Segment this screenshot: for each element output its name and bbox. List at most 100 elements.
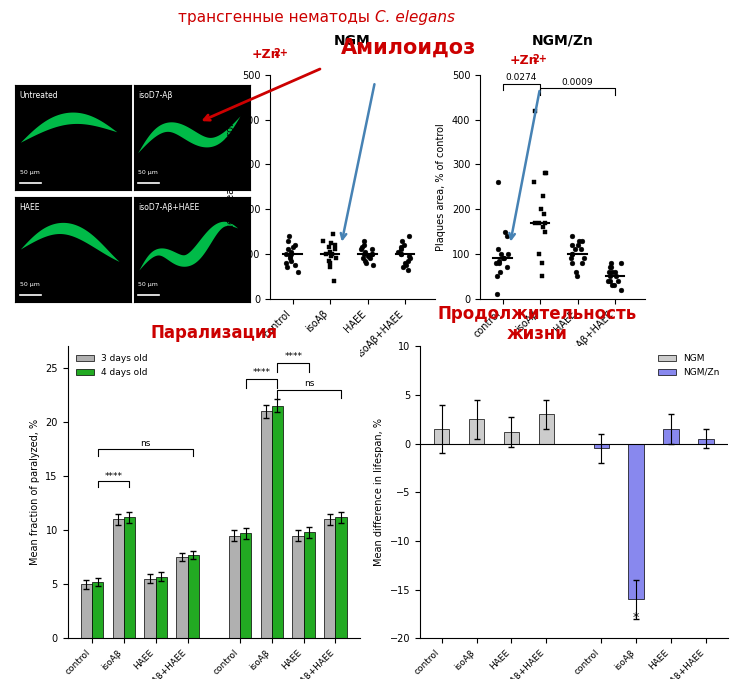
Text: HAEE: HAEE [20,203,40,213]
Point [572,235,584,246]
Point [602,276,614,287]
Point [358,249,370,259]
Text: ns: ns [140,439,151,448]
Text: 2+: 2+ [274,48,289,58]
Point [368,259,380,270]
Point [535,204,547,215]
Point [362,251,374,261]
Bar [469,420,484,443]
Point [281,262,293,273]
Text: 50 μm: 50 μm [20,282,40,287]
Point [366,249,378,259]
Point [538,226,550,237]
Text: 50 μm: 50 μm [138,282,158,287]
Point [537,190,549,201]
Point [537,221,549,232]
Y-axis label: Plaques area, % of control: Plaques area, % of control [436,123,446,251]
Point [497,253,509,264]
Bar [593,443,609,449]
Point [327,228,339,239]
Legend: 3 days old, 4 days old: 3 days old, 4 days old [72,351,152,380]
Text: NGM: NGM [334,34,370,48]
Point [404,231,416,242]
Bar [538,414,554,443]
Point [280,249,292,259]
Point [578,253,590,264]
Bar [628,443,644,600]
Text: *: * [633,611,639,624]
Point [282,235,294,246]
Bar [124,517,135,638]
Bar [176,557,188,638]
Point [533,217,545,228]
Text: isoD7-Aβ: isoD7-Aβ [138,91,172,100]
Text: трансгенные нематоды: трансгенные нематоды [178,10,375,25]
Text: 50 μm: 50 μm [138,170,158,175]
Point [501,231,513,242]
Point [533,249,545,259]
Point [566,253,578,264]
Point [286,249,298,259]
Point [576,257,588,268]
Point [356,242,368,253]
Point [493,255,505,266]
Text: ****: **** [284,352,302,361]
Point [566,249,578,259]
Point [325,237,337,248]
Text: +Zn: +Zn [251,48,280,60]
Point [284,253,296,264]
Point [538,217,550,228]
Point [283,231,295,242]
Bar [504,432,519,443]
Text: ****: **** [104,472,122,481]
Point [284,251,296,261]
Point [290,240,302,251]
Point [358,240,370,251]
Point [539,168,551,179]
Point [536,271,548,282]
Bar [145,579,156,638]
Point [566,240,578,251]
Bar [292,536,304,638]
Point [401,255,413,266]
Point [359,246,371,257]
Point [572,240,584,251]
Point [499,226,511,237]
Point [604,276,616,287]
Text: isoD7-Aβ+HAEE: isoD7-Aβ+HAEE [138,203,200,213]
Point [400,259,412,270]
Point [613,276,625,287]
Point [570,266,582,277]
Bar [698,439,713,443]
Text: Амилоидоз: Амилоидоз [341,37,476,57]
Y-axis label: Mean difference in lifespan, %: Mean difference in lifespan, % [374,418,384,566]
Point [604,262,616,273]
Point [610,271,622,282]
Point [360,257,372,268]
Point [324,246,336,257]
Point [606,280,618,291]
Point [604,262,616,273]
Point [609,266,621,277]
Point [502,249,514,259]
Point [492,177,504,187]
Text: ns: ns [304,380,314,388]
Point [399,257,411,268]
Point [329,240,341,251]
Point [605,257,617,268]
Point [394,244,406,255]
Point [325,257,337,268]
Point [574,244,586,255]
Point [285,255,297,266]
Bar [156,576,167,638]
Point [529,105,541,116]
Point [356,244,368,255]
Point [491,289,503,299]
Point [397,262,409,273]
Point [576,235,588,246]
Point [282,244,294,255]
Point [497,253,509,264]
Point [324,262,336,273]
Point [366,249,378,259]
Point [364,253,376,264]
